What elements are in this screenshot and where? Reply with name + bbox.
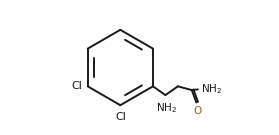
Text: Cl: Cl — [116, 112, 126, 122]
Text: NH$_2$: NH$_2$ — [155, 102, 177, 115]
Text: O: O — [193, 106, 201, 116]
Text: NH$_2$: NH$_2$ — [201, 82, 222, 96]
Text: Cl: Cl — [71, 81, 82, 91]
